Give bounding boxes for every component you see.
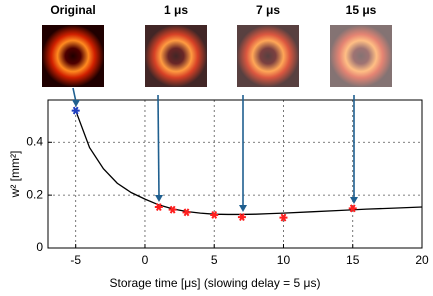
arrow-head [72, 100, 80, 107]
data-point [279, 213, 288, 222]
data-point [154, 203, 163, 212]
plot-frame [47, 99, 423, 249]
panel-label: 15 μs [346, 3, 377, 17]
panel-label: 1 μs [164, 3, 188, 17]
arrow-head [239, 205, 247, 212]
data-point [71, 106, 80, 115]
image-panel [237, 25, 299, 87]
data-point [237, 213, 246, 222]
data-point [348, 204, 357, 213]
arrow [157, 94, 160, 198]
y-tick-label: 0 [36, 240, 43, 254]
image-panel [145, 25, 207, 87]
x-tick-label: 5 [211, 253, 218, 267]
arrow-head [155, 195, 163, 202]
panel-label: Original [50, 3, 95, 17]
arrow-head [350, 197, 358, 204]
image-panel [330, 25, 392, 87]
image-panel [42, 25, 104, 87]
data-point [182, 208, 191, 217]
x-tick-label: -5 [70, 253, 81, 267]
x-tick-label: 10 [277, 253, 291, 267]
data-point [168, 205, 177, 214]
data-point [210, 210, 219, 219]
y-tick-label: 0.2 [26, 187, 43, 201]
y-tick-label: 0.4 [26, 134, 43, 148]
image-panels: Original 1 μs 7 μs 15 μs [42, 3, 392, 87]
x-tick-label: 15 [346, 253, 360, 267]
fit-line [75, 110, 423, 216]
panel-label: 7 μs [256, 3, 280, 17]
x-tick-label: 0 [142, 253, 149, 267]
y-axis-label: w² [mm²] [8, 151, 22, 199]
x-axis-label: Storage time [μs] (slowing delay = 5 μs) [110, 276, 321, 290]
x-tick-label: 20 [415, 253, 429, 267]
arrow [72, 87, 77, 103]
